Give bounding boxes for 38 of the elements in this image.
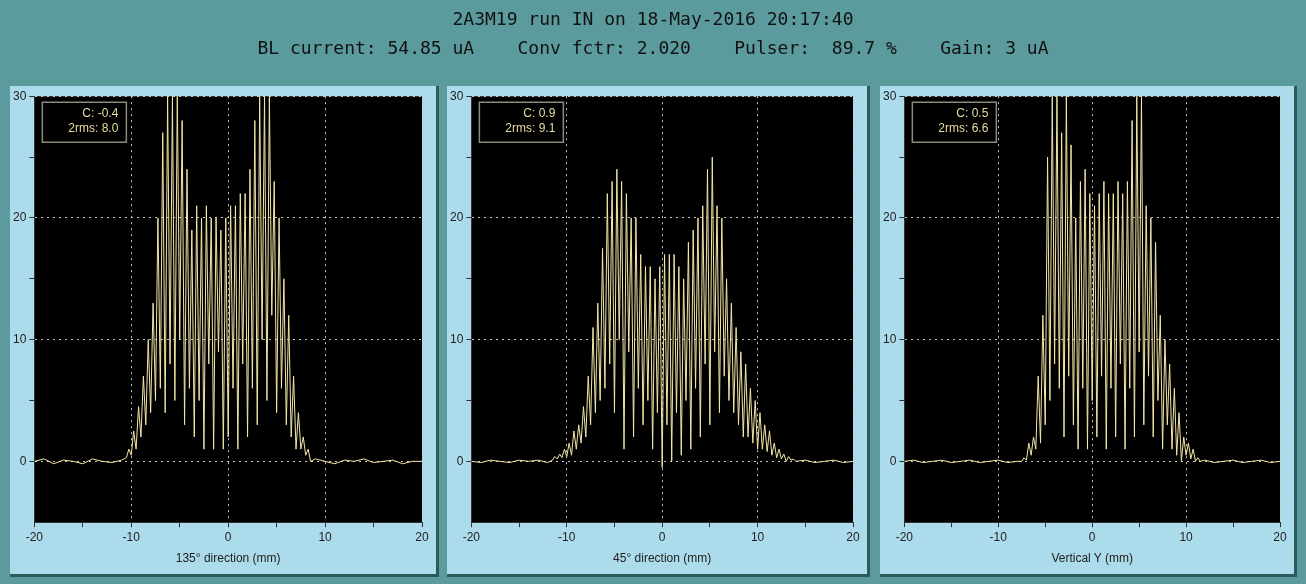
x-axis-title: Vertical Y (mm) <box>1051 551 1133 566</box>
x-tick-label: 20 <box>1273 529 1287 544</box>
y-tick-label: 30 <box>449 88 464 103</box>
x-tick-label: 0 <box>658 529 666 544</box>
y-tick-label: 20 <box>882 210 897 225</box>
x-tick-label: -20 <box>895 529 914 544</box>
x-tick-label: -10 <box>558 529 576 544</box>
y-tick-label: 30 <box>12 88 27 103</box>
x-tick-label: -10 <box>122 529 141 544</box>
annotation: 2rms: 6.6 <box>938 120 989 135</box>
x-tick-label: -20 <box>462 529 481 544</box>
x-tick-label: 10 <box>750 529 765 544</box>
x-tick-label: 10 <box>318 529 333 544</box>
x-tick-label: 0 <box>1088 529 1096 544</box>
y-tick-label: 10 <box>12 331 27 346</box>
annotation: C: 0.9 <box>523 105 556 120</box>
y-tick-label: 20 <box>12 210 27 225</box>
x-tick-label: -20 <box>25 529 44 544</box>
annotation: 2rms: 9.1 <box>505 120 556 135</box>
y-tick-label: 10 <box>449 331 464 346</box>
x-tick-label: 20 <box>846 529 860 544</box>
y-tick-label: 0 <box>19 453 27 468</box>
annotation: 2rms: 8.0 <box>68 120 119 135</box>
y-tick-label: 0 <box>889 453 897 468</box>
annotation: C: 0.5 <box>956 105 989 120</box>
x-tick-label: 10 <box>1179 529 1194 544</box>
text: 2A3M19 run IN on 18-May-2016 20:17:40 <box>451 8 855 29</box>
y-tick-label: 20 <box>449 210 464 225</box>
x-axis-title: 45° direction (mm) <box>613 551 712 566</box>
y-tick-label: 30 <box>882 88 897 103</box>
y-tick-label: 10 <box>882 331 897 346</box>
x-axis-title: 135° direction (mm) <box>175 551 281 566</box>
y-tick-label: 0 <box>456 453 464 468</box>
text: BL current: 54.85 uA Conv fctr: 2.020 Pulser: 89.7 % Gain: 3 uA <box>256 37 1050 58</box>
annotation: C: -0.4 <box>82 105 119 120</box>
x-tick-label: -10 <box>989 529 1008 544</box>
x-tick-label: 20 <box>415 529 429 544</box>
x-tick-label: 0 <box>224 529 232 544</box>
